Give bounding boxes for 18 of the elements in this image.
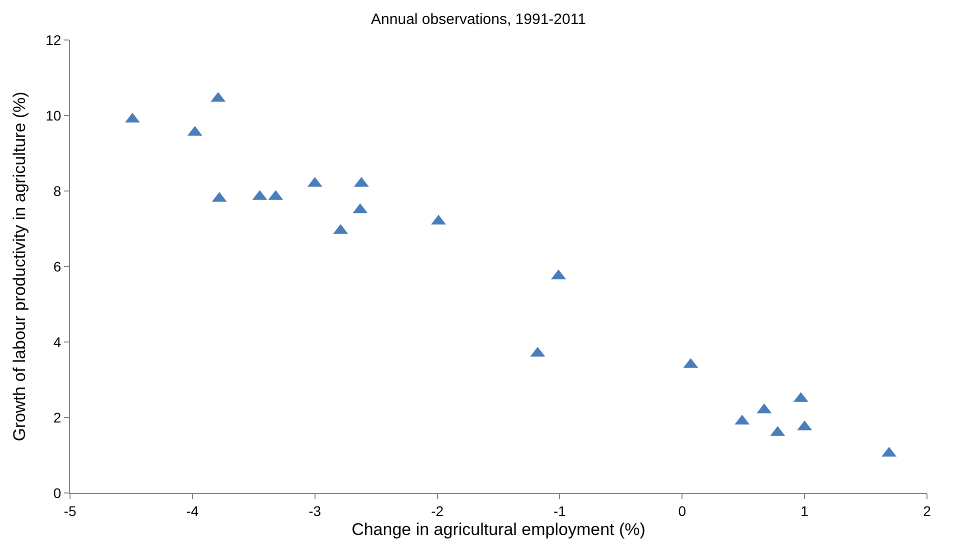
y-tick-label: 4 xyxy=(53,334,62,350)
y-axis-title: Growth of labour productivity in agriculture (%) xyxy=(10,92,30,442)
x-tick-label: 0 xyxy=(678,502,686,519)
x-tick-label: -2 xyxy=(431,502,444,519)
y-tick-label: 2 xyxy=(53,409,62,426)
x-tick-label: -3 xyxy=(308,502,322,519)
x-tick-label: 1 xyxy=(800,502,809,519)
y-tick-label: 12 xyxy=(46,32,62,48)
y-tick-label: 0 xyxy=(53,484,62,501)
x-tick-label: -1 xyxy=(553,502,566,519)
x-axis-title: Change in agricultural employment (%) xyxy=(352,520,646,540)
x-tick-label: -5 xyxy=(64,502,76,519)
y-tick-label: 10 xyxy=(46,107,62,124)
y-tick-label: 6 xyxy=(53,258,62,274)
chart-title: Annual observations, 1991-2011 xyxy=(371,11,586,28)
x-tick-label: 2 xyxy=(923,502,932,519)
x-tick-label: -4 xyxy=(186,502,199,519)
y-tick-label: 8 xyxy=(53,182,62,199)
